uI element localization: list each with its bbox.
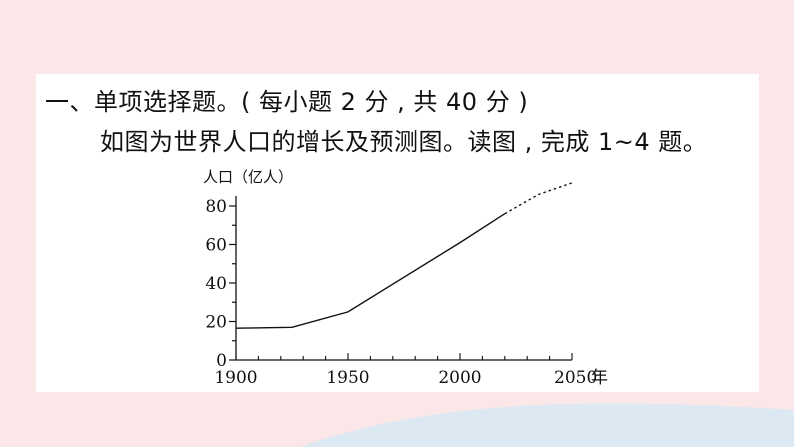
- series-lines: [235, 182, 573, 329]
- x-tick-label: 1950: [326, 368, 369, 388]
- question-card: [36, 74, 759, 392]
- x-axis-unit: 年: [591, 368, 608, 388]
- y-tick-label: 40: [205, 274, 227, 294]
- y-tick-label: 20: [205, 313, 227, 333]
- population-line: [235, 213, 506, 329]
- x-tick-label: 2000: [438, 368, 481, 388]
- y-axis-label: 人口（亿人）: [203, 168, 293, 186]
- x-tick-label: 1900: [214, 368, 257, 388]
- forecast-line: [504, 182, 573, 215]
- y-tick-label: 80: [205, 197, 227, 217]
- y-axis: 0 20 40 60 80: [205, 196, 237, 371]
- x-tick-label: 2050: [554, 368, 597, 388]
- section-heading: 一、单项选择题。( 每小题 2 分 , 共 40 分 ): [45, 88, 529, 116]
- y-tick-label: 60: [205, 236, 227, 256]
- question-text: 如图为世界人口的增长及预测图。读图 , 完成 1~4 题。: [100, 128, 708, 156]
- x-axis: 1900 1950 2000 2050: [214, 353, 597, 388]
- y-tick-label: 0: [216, 351, 227, 371]
